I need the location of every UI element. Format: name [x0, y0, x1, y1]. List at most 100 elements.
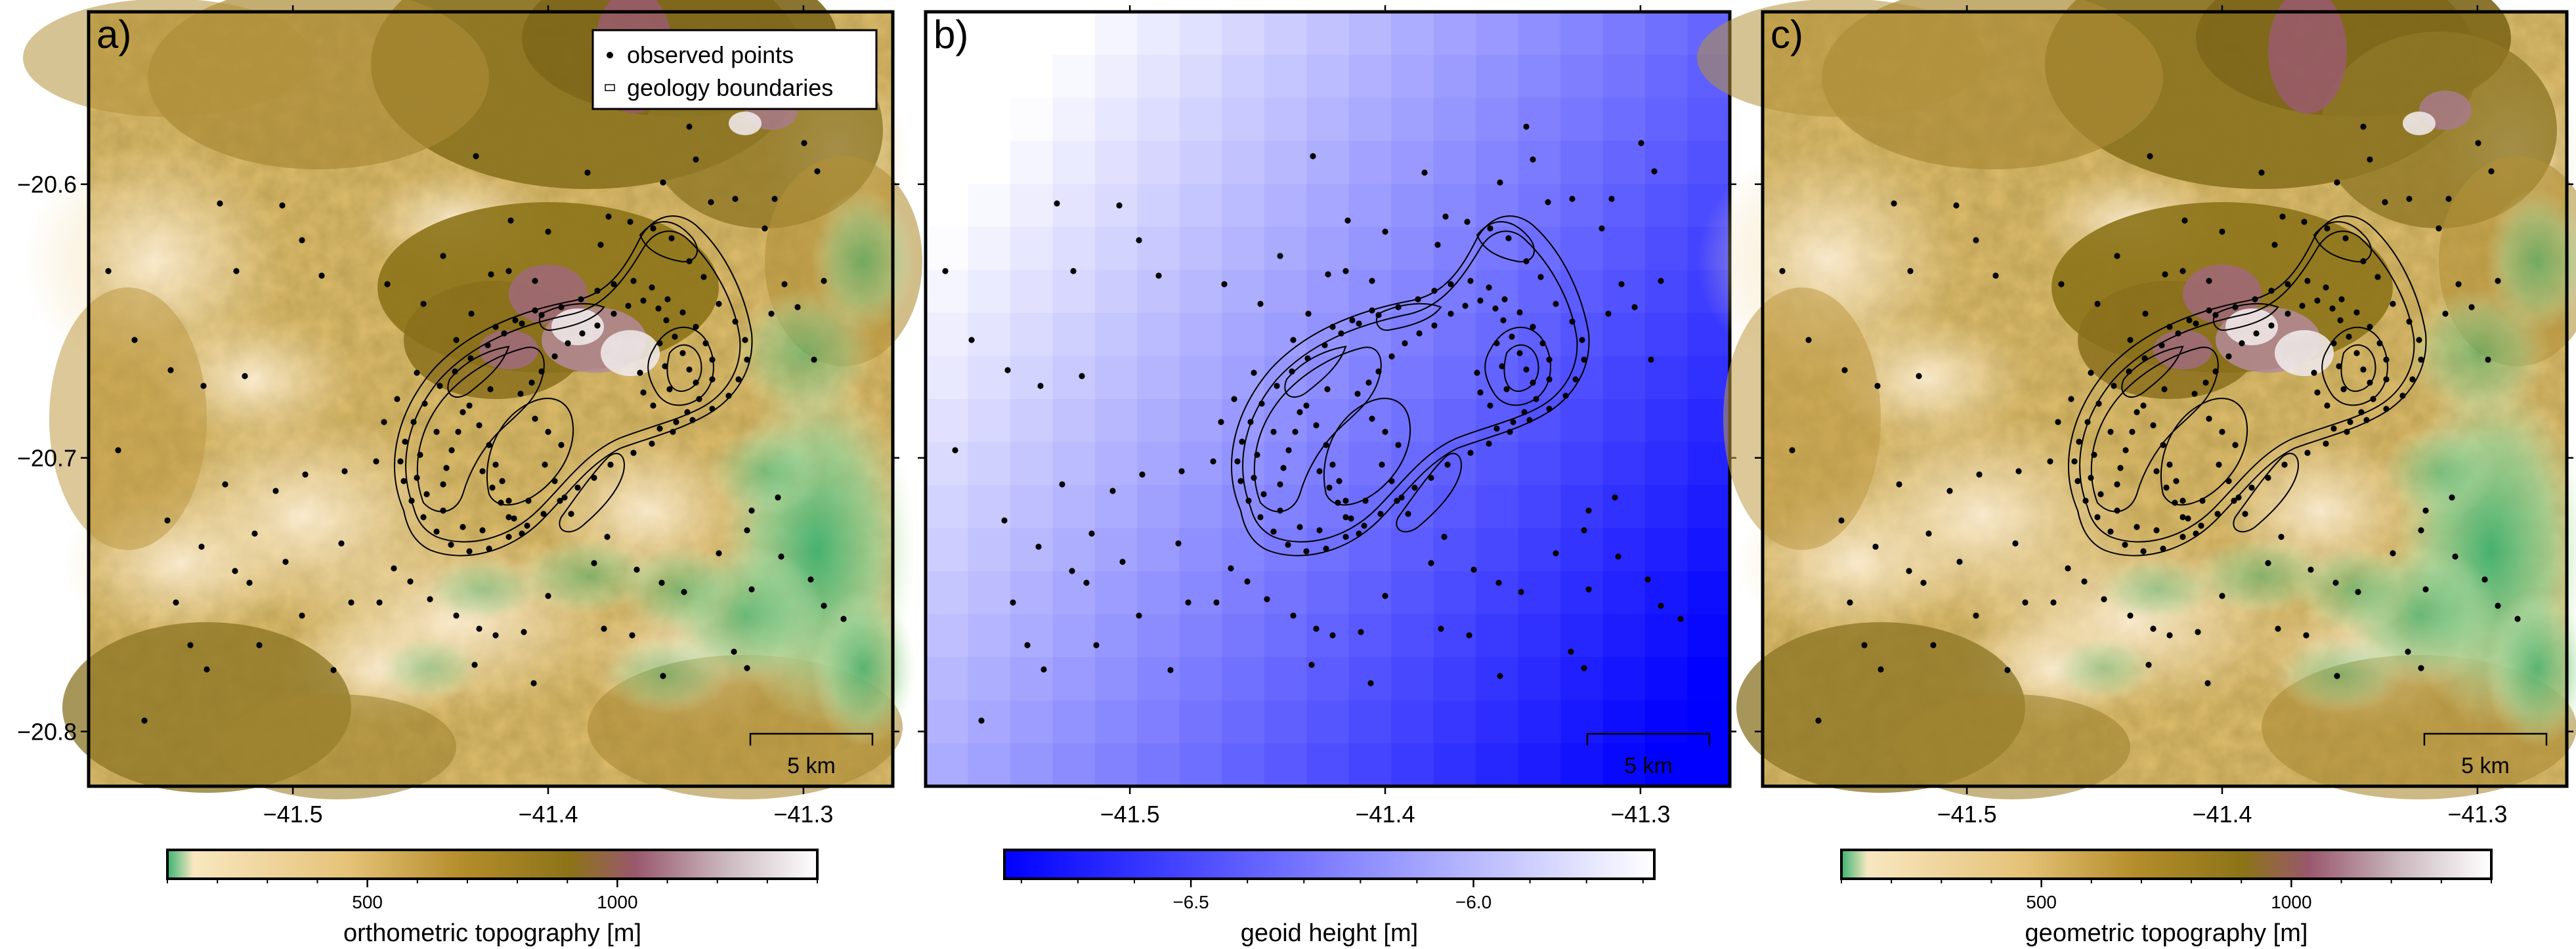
observed-point	[272, 488, 279, 494]
observed-point	[421, 400, 428, 407]
observed-point	[1402, 340, 1408, 347]
observed-point	[256, 642, 263, 648]
geology-boundary	[1476, 221, 1535, 263]
observed-point	[2314, 297, 2321, 304]
observed-point	[453, 612, 460, 619]
geology-boundary	[2068, 215, 2427, 557]
observed-point	[2127, 612, 2134, 619]
observed-point	[2334, 179, 2340, 186]
panel-label: b)	[934, 12, 968, 56]
observed-point	[1093, 642, 1100, 648]
geology-boundary	[1231, 215, 1590, 557]
observed-point	[2390, 550, 2396, 557]
observed-point	[407, 578, 414, 585]
observed-point	[2185, 515, 2191, 522]
observed-point	[1285, 447, 1292, 453]
observed-point	[1167, 667, 1174, 673]
observed-point	[2091, 452, 2097, 458]
observed-point	[1277, 481, 1283, 488]
y-tick-label: −20.7	[17, 445, 77, 472]
observed-point	[1651, 168, 1658, 175]
topography-grid	[1697, 0, 2576, 799]
observed-point	[1289, 368, 1295, 375]
observed-point	[479, 468, 486, 474]
observed-point	[689, 417, 696, 423]
observed-point	[1516, 309, 1523, 316]
observed-point	[709, 406, 716, 412]
observed-point	[420, 301, 427, 307]
observed-point	[748, 586, 755, 593]
observed-point	[578, 296, 584, 303]
observed-point	[2097, 491, 2104, 497]
observed-point	[2418, 665, 2424, 671]
observed-point	[2199, 497, 2206, 504]
observed-point	[716, 301, 722, 307]
observed-point	[1290, 612, 1297, 619]
observed-point	[2268, 287, 2275, 294]
panel-c: −41.5 −41.4 −41.3 c) 5 km 500 1000 geometric to…	[1697, 0, 2576, 947]
observed-point	[656, 340, 663, 347]
observed-point	[2495, 602, 2501, 609]
observed-point	[1510, 419, 1516, 425]
observed-point	[2344, 429, 2350, 435]
observed-point	[2214, 511, 2221, 517]
observed-point	[2212, 368, 2219, 375]
observed-point	[591, 560, 597, 566]
observed-point	[1324, 386, 1331, 392]
observed-point	[1247, 419, 1254, 425]
observed-point	[2285, 310, 2291, 317]
observed-point	[649, 440, 655, 447]
observed-point	[2050, 599, 2057, 606]
observed-point	[744, 665, 750, 671]
geology-boundary	[394, 215, 753, 557]
observed-point	[2367, 379, 2373, 386]
observed-point	[1382, 228, 1388, 235]
observed-point	[1375, 368, 1382, 375]
observed-point	[708, 199, 714, 205]
observed-point	[1377, 511, 1384, 517]
observed-point	[1365, 379, 1372, 386]
observed-point	[2338, 296, 2345, 303]
observed-point	[200, 383, 207, 389]
observed-point	[519, 530, 525, 537]
observed-point	[2022, 599, 2029, 606]
observed-point	[1178, 468, 1185, 474]
observed-point	[1467, 450, 1474, 456]
observed-point	[532, 307, 538, 314]
geology-boundary	[1375, 303, 1442, 331]
observed-point	[433, 429, 440, 435]
observed-point	[1277, 507, 1283, 514]
observed-point	[2416, 337, 2422, 343]
observed-point	[709, 376, 716, 383]
observed-point	[679, 350, 686, 356]
observed-point	[2074, 478, 2081, 484]
observed-point	[1349, 317, 1356, 324]
observed-point	[551, 353, 558, 360]
observed-point	[1470, 566, 1477, 573]
observed-point	[484, 342, 491, 348]
map-frame	[87, 10, 895, 788]
observed-point	[1906, 568, 1912, 574]
observed-point	[1234, 458, 1241, 465]
observed-point	[443, 465, 450, 471]
observed-point	[1310, 153, 1316, 159]
observed-point	[2422, 507, 2429, 514]
observed-point	[2216, 461, 2222, 468]
observed-point	[660, 673, 666, 679]
observed-point	[402, 438, 408, 445]
geology-boundary	[447, 345, 510, 398]
geology-boundary	[2121, 345, 2184, 398]
observed-point	[1336, 478, 1342, 484]
observed-point	[1313, 625, 1320, 632]
observed-point	[2161, 386, 2168, 392]
observed-point	[2363, 417, 2370, 423]
observed-point	[2279, 213, 2286, 220]
observed-point	[840, 616, 847, 622]
observed-point	[1329, 324, 1336, 330]
observed-point	[2336, 363, 2342, 369]
geology-boundary	[2233, 452, 2299, 533]
observed-point	[1260, 491, 1267, 497]
observed-point	[1257, 301, 1264, 307]
observed-point	[525, 497, 532, 504]
observed-point	[545, 429, 551, 435]
